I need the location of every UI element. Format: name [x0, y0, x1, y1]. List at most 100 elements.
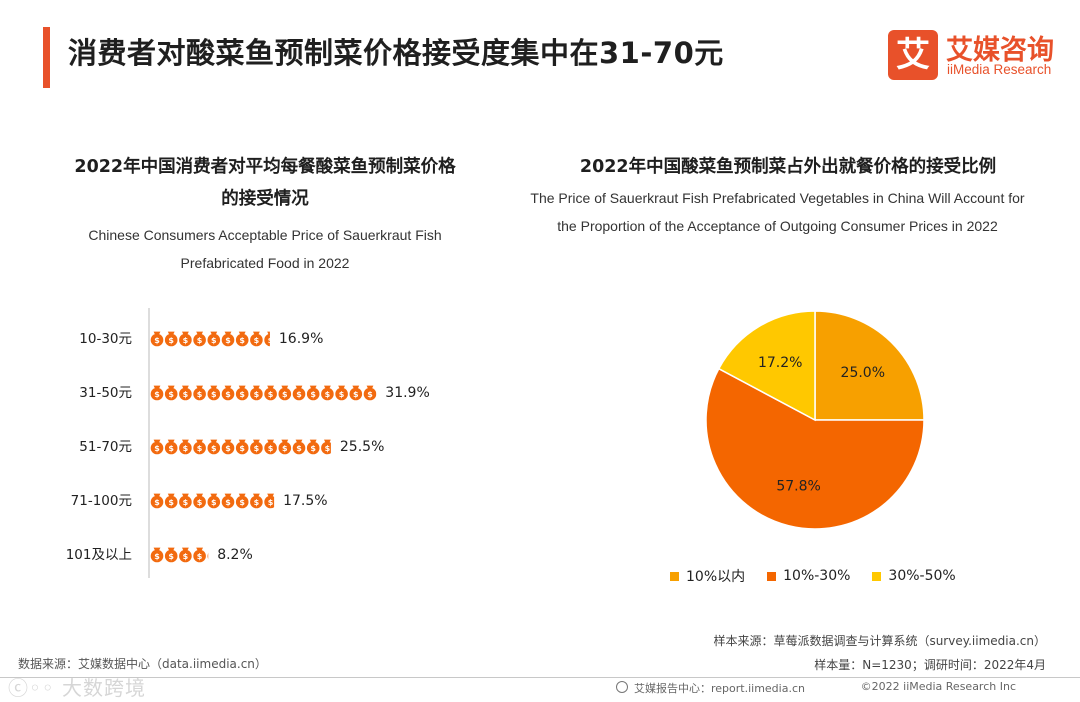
- svg-text:$: $: [239, 390, 245, 399]
- svg-text:$: $: [211, 498, 217, 507]
- money-bag-icon: $: [264, 331, 274, 347]
- money-bag-icon: $: [235, 439, 249, 455]
- footer-divider: [0, 677, 1080, 678]
- category-label: 31-50元: [79, 385, 132, 401]
- money-bag-icon: $: [264, 439, 277, 455]
- svg-text:$: $: [353, 390, 359, 399]
- svg-text:$: $: [211, 552, 217, 561]
- svg-text:$: $: [268, 390, 274, 399]
- money-bag-icon: $: [250, 439, 263, 455]
- money-bag-icon: $: [164, 385, 178, 401]
- category-label: 51-70元: [79, 439, 132, 455]
- money-bag-icon: $: [306, 385, 320, 401]
- category-label: 10-30元: [79, 331, 132, 347]
- money-bag-icon: $: [278, 439, 292, 455]
- svg-text:$: $: [211, 444, 217, 453]
- pie-legend: 10%以内 10%-30% 30%-50%: [670, 566, 956, 586]
- money-bag-icon: $: [250, 331, 263, 347]
- svg-text:$: $: [268, 444, 274, 453]
- pie-slice-label: 17.2%: [758, 355, 802, 371]
- svg-text:$: $: [168, 390, 174, 399]
- pie-slice-label: 25.0%: [841, 365, 885, 381]
- svg-text:$: $: [154, 498, 160, 507]
- svg-text:$: $: [197, 390, 203, 399]
- sample-source: 样本来源：草莓派数据调查与计算系统（survey.iimedia.cn）: [713, 634, 1046, 648]
- money-bag-icon: $: [278, 385, 292, 401]
- money-bag-icon: $: [349, 385, 363, 401]
- money-bag-icon: $: [150, 439, 164, 455]
- svg-text:$: $: [268, 498, 274, 507]
- left-chart-subtitle-line1: Chinese Consumers Acceptable Price of Sa…: [88, 227, 442, 243]
- svg-text:$: $: [183, 336, 189, 345]
- money-bag-icon: $: [250, 385, 263, 401]
- money-bag-icon: $: [164, 547, 178, 563]
- legend-label: 10%-30%: [783, 568, 851, 584]
- money-bag-icon: $: [264, 493, 275, 509]
- money-bag-icon: $: [221, 439, 235, 455]
- svg-text:$: $: [168, 498, 174, 507]
- svg-text:$: $: [197, 498, 203, 507]
- svg-text:$: $: [168, 336, 174, 345]
- money-bag-icon: $: [221, 331, 235, 347]
- money-bag-icon: $: [179, 439, 192, 455]
- logo-name: 艾媒咨询: [946, 35, 1054, 66]
- svg-text:$: $: [254, 444, 260, 453]
- value-label: 8.2%: [217, 547, 253, 563]
- money-bag-icon: $: [250, 493, 263, 509]
- svg-text:$: $: [183, 390, 189, 399]
- money-bag-icon: $: [207, 552, 217, 561]
- money-bag-icon: $: [193, 439, 206, 455]
- money-bag-icon: $: [150, 547, 164, 563]
- sample-size: 样本量：N=1230；调研时间：2022年4月: [814, 658, 1046, 672]
- money-bag-icon: $: [193, 385, 206, 401]
- watermark: ⓒ◦◦ 大数跨境: [8, 676, 146, 700]
- svg-text:$: $: [154, 552, 160, 561]
- svg-text:$: $: [168, 552, 174, 561]
- svg-text:$: $: [339, 390, 345, 399]
- svg-text:$: $: [310, 390, 316, 399]
- money-bag-icon: $: [164, 439, 178, 455]
- svg-text:$: $: [254, 390, 260, 399]
- svg-text:$: $: [239, 444, 245, 453]
- left-chart-subtitle-line2: Prefabricated Food in 2022: [180, 255, 350, 271]
- money-bag-icon: $: [235, 331, 249, 347]
- price-share-pie-chart: 25.0% 57.8% 17.2%: [705, 310, 925, 530]
- money-bag-icon: $: [221, 385, 235, 401]
- bar-row: 101及以上 $ $ $ $ $8.2%: [66, 547, 253, 563]
- svg-text:$: $: [268, 336, 274, 345]
- report-center-icon: [616, 681, 628, 693]
- value-label: 31.9%: [385, 385, 429, 401]
- report-center: 艾媒报告中心：report.iimedia.cn: [634, 682, 805, 695]
- money-bag-icon: $: [207, 439, 221, 455]
- data-source: 数据来源：艾媒数据中心（data.iimedia.cn）: [18, 657, 267, 671]
- left-chart-title-line1: 2022年中国消费者对平均每餐酸菜鱼预制菜价格: [74, 157, 456, 177]
- svg-text:$: $: [325, 444, 331, 453]
- svg-text:$: $: [154, 336, 160, 345]
- money-bag-icon: $: [235, 385, 249, 401]
- svg-text:$: $: [154, 390, 160, 399]
- legend-item: 30%-50%: [872, 566, 956, 586]
- svg-text:$: $: [296, 444, 302, 453]
- svg-text:$: $: [197, 552, 203, 561]
- legend-label: 10%以内: [686, 569, 746, 585]
- bar-row: 10-30元 $ $ $ $ $ $ $ $ $16.9%: [79, 331, 323, 347]
- money-bag-icon: $: [335, 385, 348, 401]
- value-label: 25.5%: [340, 439, 384, 455]
- right-chart-subtitle-line1: The Price of Sauerkraut Fish Prefabricat…: [530, 190, 1025, 206]
- left-chart-subtitle: Chinese Consumers Acceptable Price of Sa…: [30, 221, 500, 277]
- right-chart-title: 2022年中国酸菜鱼预制菜占外出就餐价格的接受比例: [579, 157, 997, 177]
- money-bag-icon: $: [150, 493, 164, 509]
- right-chart-subtitle-line2: the Proportion of the Acceptance of Outg…: [557, 218, 998, 234]
- svg-text:$: $: [211, 390, 217, 399]
- svg-text:$: $: [183, 552, 189, 561]
- bar-row: 31-50元 $ $ $ $ $ $ $ $ $ $ $ $ $ $ $ $31.9%: [79, 385, 430, 401]
- money-bag-icon: $: [150, 331, 164, 347]
- money-bag-icon: $: [363, 385, 377, 401]
- money-bag-icon: $: [235, 493, 249, 509]
- copyright: ©2022 iiMedia Research Inc: [860, 680, 1016, 693]
- svg-text:$: $: [296, 390, 302, 399]
- svg-text:$: $: [367, 390, 373, 399]
- left-chart-title-line2: 的接受情况: [221, 189, 309, 209]
- value-label: 16.9%: [279, 331, 323, 347]
- bar-row: 51-70元 $ $ $ $ $ $ $ $ $ $ $ $ $25.5%: [79, 439, 384, 455]
